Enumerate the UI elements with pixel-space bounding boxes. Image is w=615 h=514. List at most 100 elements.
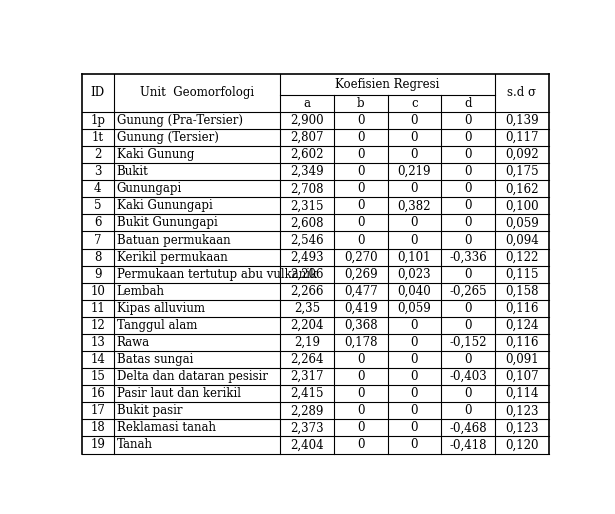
Text: 0,116: 0,116 xyxy=(505,336,539,349)
Text: 0: 0 xyxy=(411,319,418,332)
Text: Reklamasi tanah: Reklamasi tanah xyxy=(117,421,216,434)
Text: 0,115: 0,115 xyxy=(505,268,539,281)
Text: 11: 11 xyxy=(90,302,105,315)
Text: 0: 0 xyxy=(464,114,472,127)
Text: Gunung (Pra-Tersier): Gunung (Pra-Tersier) xyxy=(117,114,242,127)
Text: 2,900: 2,900 xyxy=(290,114,324,127)
Text: 2,204: 2,204 xyxy=(290,319,323,332)
Text: 0: 0 xyxy=(464,233,472,247)
Text: 0,100: 0,100 xyxy=(505,199,539,212)
Text: 0: 0 xyxy=(464,268,472,281)
Text: Tanggul alam: Tanggul alam xyxy=(117,319,197,332)
Text: 2,206: 2,206 xyxy=(290,268,323,281)
Text: 0,059: 0,059 xyxy=(397,302,431,315)
Text: 0: 0 xyxy=(357,114,365,127)
Text: 4: 4 xyxy=(94,182,101,195)
Text: 12: 12 xyxy=(90,319,105,332)
Text: 0,175: 0,175 xyxy=(505,165,539,178)
Text: 0,123: 0,123 xyxy=(505,421,539,434)
Text: -0,336: -0,336 xyxy=(450,251,487,264)
Text: 0,120: 0,120 xyxy=(505,438,539,451)
Text: 0: 0 xyxy=(357,438,365,451)
Text: 0: 0 xyxy=(357,182,365,195)
Text: 0: 0 xyxy=(357,387,365,400)
Text: Kaki Gunungapi: Kaki Gunungapi xyxy=(117,199,212,212)
Text: Lembah: Lembah xyxy=(117,285,165,298)
Text: 0,114: 0,114 xyxy=(505,387,539,400)
Text: 2,19: 2,19 xyxy=(294,336,320,349)
Text: 0: 0 xyxy=(357,421,365,434)
Text: 0: 0 xyxy=(411,387,418,400)
Text: 0,059: 0,059 xyxy=(505,216,539,229)
Text: 0: 0 xyxy=(411,405,418,417)
Text: 0: 0 xyxy=(464,302,472,315)
Text: 19: 19 xyxy=(90,438,105,451)
Text: 0: 0 xyxy=(411,336,418,349)
Text: 2,315: 2,315 xyxy=(290,199,323,212)
Text: 2,546: 2,546 xyxy=(290,233,324,247)
Text: 2,404: 2,404 xyxy=(290,438,324,451)
Text: 3: 3 xyxy=(94,165,101,178)
Text: 0: 0 xyxy=(464,148,472,161)
Text: 0: 0 xyxy=(357,131,365,144)
Text: 0,123: 0,123 xyxy=(505,405,539,417)
Text: 0: 0 xyxy=(357,165,365,178)
Text: Pasir laut dan kerikil: Pasir laut dan kerikil xyxy=(117,387,240,400)
Text: 2,493: 2,493 xyxy=(290,251,324,264)
Text: 2,35: 2,35 xyxy=(294,302,320,315)
Text: a: a xyxy=(304,97,311,110)
Text: 0: 0 xyxy=(411,148,418,161)
Text: 0,270: 0,270 xyxy=(344,251,378,264)
Text: 0,139: 0,139 xyxy=(505,114,539,127)
Text: Kerikil permukaan: Kerikil permukaan xyxy=(117,251,228,264)
Text: 0: 0 xyxy=(464,387,472,400)
Text: -0,418: -0,418 xyxy=(450,438,487,451)
Text: 0: 0 xyxy=(411,421,418,434)
Text: 6: 6 xyxy=(94,216,101,229)
Text: 0: 0 xyxy=(357,405,365,417)
Text: 0: 0 xyxy=(411,131,418,144)
Text: 0,101: 0,101 xyxy=(398,251,431,264)
Text: Batas sungai: Batas sungai xyxy=(117,353,193,366)
Text: 0: 0 xyxy=(357,199,365,212)
Text: Permukaan tertutup abu vulkanik: Permukaan tertutup abu vulkanik xyxy=(117,268,317,281)
Text: ID: ID xyxy=(90,86,105,99)
Text: 0: 0 xyxy=(357,148,365,161)
Text: Bukit Gunungapi: Bukit Gunungapi xyxy=(117,216,217,229)
Text: Bukit: Bukit xyxy=(117,165,148,178)
Text: Unit  Geomorfologi: Unit Geomorfologi xyxy=(140,86,254,99)
Text: 2,373: 2,373 xyxy=(290,421,324,434)
Text: 0,122: 0,122 xyxy=(505,251,539,264)
Text: 0,382: 0,382 xyxy=(398,199,431,212)
Text: 0: 0 xyxy=(464,405,472,417)
Text: 0: 0 xyxy=(411,114,418,127)
Text: 2,317: 2,317 xyxy=(290,370,323,383)
Text: 0: 0 xyxy=(357,370,365,383)
Text: 2,349: 2,349 xyxy=(290,165,324,178)
Text: 1t: 1t xyxy=(92,131,104,144)
Text: Delta dan dataran pesisir: Delta dan dataran pesisir xyxy=(117,370,268,383)
Text: 0,477: 0,477 xyxy=(344,285,378,298)
Text: Tanah: Tanah xyxy=(117,438,153,451)
Text: 0,116: 0,116 xyxy=(505,302,539,315)
Text: c: c xyxy=(411,97,418,110)
Text: 2,266: 2,266 xyxy=(290,285,323,298)
Text: 14: 14 xyxy=(90,353,105,366)
Text: 0: 0 xyxy=(411,233,418,247)
Text: 0: 0 xyxy=(411,370,418,383)
Text: 0,092: 0,092 xyxy=(505,148,539,161)
Text: 1p: 1p xyxy=(90,114,105,127)
Text: 0,419: 0,419 xyxy=(344,302,378,315)
Text: 0: 0 xyxy=(464,216,472,229)
Text: 2,415: 2,415 xyxy=(290,387,323,400)
Text: 0,091: 0,091 xyxy=(505,353,539,366)
Text: 0,040: 0,040 xyxy=(397,285,431,298)
Text: 0,368: 0,368 xyxy=(344,319,378,332)
Text: Batuan permukaan: Batuan permukaan xyxy=(117,233,230,247)
Text: 0: 0 xyxy=(464,319,472,332)
Text: 0,117: 0,117 xyxy=(505,131,539,144)
Text: d: d xyxy=(464,97,472,110)
Text: 0,162: 0,162 xyxy=(505,182,539,195)
Text: 16: 16 xyxy=(90,387,105,400)
Text: 0,023: 0,023 xyxy=(398,268,431,281)
